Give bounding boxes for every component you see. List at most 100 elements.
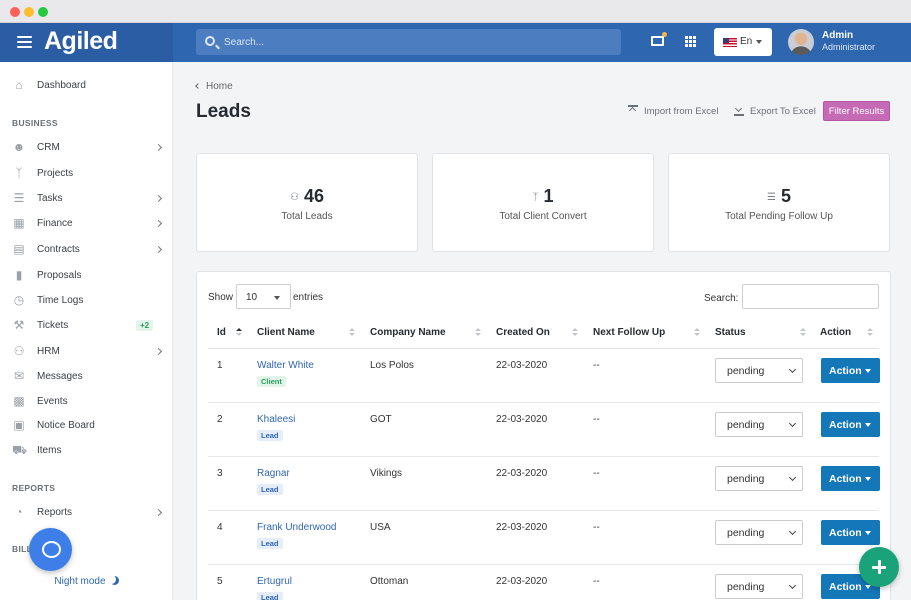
chevron-down-icon: [788, 365, 797, 374]
home-icon: ⌂: [15, 78, 23, 92]
breadcrumb-home[interactable]: Home: [206, 81, 233, 92]
status-select[interactable]: pending: [715, 412, 803, 437]
sidebar-item-tickets[interactable]: ⚒ Tickets +2: [0, 315, 173, 337]
pie-chart-icon: ◔: [15, 505, 23, 519]
apps-grid-icon[interactable]: [685, 36, 696, 47]
sidebar-item-proposals[interactable]: ▮ Proposals: [0, 265, 173, 287]
column-header-id[interactable]: Id: [217, 327, 226, 338]
status-badge: Lead: [257, 538, 283, 549]
status-select[interactable]: pending: [715, 358, 803, 383]
sort-icon[interactable]: [475, 328, 481, 337]
cell-company: USA: [370, 522, 391, 533]
menu-icon[interactable]: [17, 36, 32, 48]
action-label: Action: [829, 472, 862, 485]
header-divider: [208, 348, 879, 349]
column-header-next-follow-up[interactable]: Next Follow Up: [593, 327, 666, 338]
convert-icon: ᛉ: [532, 192, 539, 203]
entries-select[interactable]: 10: [236, 284, 291, 309]
cell-next-follow-up: --: [593, 360, 600, 371]
action-dropdown-button[interactable]: Action: [821, 520, 880, 545]
sidebar-item-reports[interactable]: ◔ Reports: [0, 502, 173, 524]
user-name[interactable]: Admin: [822, 30, 854, 41]
user-role: Administrator: [822, 42, 876, 52]
column-header-client-name[interactable]: Client Name: [257, 327, 315, 338]
client-name-link[interactable]: Frank Underwood: [257, 522, 337, 533]
sidebar-item-crm[interactable]: ☻ CRM: [0, 137, 173, 159]
sidebar-item-events[interactable]: ▩ Events: [0, 391, 173, 413]
close-window-button[interactable]: [10, 7, 20, 17]
sidebar-item-label: Tasks: [37, 193, 63, 204]
chevron-right-icon: [154, 219, 163, 228]
sort-icon[interactable]: [867, 328, 873, 337]
table-search-input[interactable]: [742, 284, 879, 309]
night-mode-toggle[interactable]: Night mode: [0, 576, 173, 592]
sidebar-item-tasks[interactable]: ☰ Tasks: [0, 188, 173, 210]
action-dropdown-button[interactable]: Action: [821, 466, 880, 491]
export-excel-button[interactable]: Export To Excel: [734, 105, 816, 119]
chat-support-button[interactable]: [29, 528, 72, 571]
client-name-link[interactable]: Ertugrul: [257, 576, 293, 587]
client-name-link[interactable]: Khaleesi: [257, 414, 296, 425]
maximize-window-button[interactable]: [38, 7, 48, 17]
sidebar-item-dashboard[interactable]: ⌂ Dashboard: [0, 75, 173, 97]
table-search-label: Search:: [704, 293, 739, 304]
page-title: Leads: [196, 101, 251, 122]
cart-icon: ⛟: [12, 443, 28, 457]
search-input[interactable]: [224, 29, 614, 55]
chevron-down-icon: [788, 473, 797, 482]
sort-icon[interactable]: [694, 328, 700, 337]
sidebar-item-hrm[interactable]: ⚇ HRM: [0, 341, 173, 363]
table-row: 1 Walter White Client Los Polos 22-03-20…: [208, 349, 880, 403]
sidebar-item-messages[interactable]: ✉ Messages: [0, 366, 173, 388]
status-value: pending: [727, 365, 765, 377]
language-selector[interactable]: En: [714, 28, 772, 56]
column-header-status[interactable]: Status: [715, 327, 746, 338]
action-dropdown-button[interactable]: Action: [821, 574, 880, 599]
minimize-window-button[interactable]: [24, 7, 34, 17]
status-select[interactable]: pending: [715, 574, 803, 599]
column-header-created-on[interactable]: Created On: [496, 327, 550, 338]
sidebar-item-notice-board[interactable]: ▣ Notice Board: [0, 415, 173, 437]
section-heading-reports: REPORTS: [12, 483, 56, 493]
status-select[interactable]: pending: [715, 466, 803, 491]
sidebar-item-items[interactable]: ⛟ Items: [0, 440, 173, 462]
sidebar-item-label: Messages: [37, 371, 83, 382]
sidebar-item-contracts[interactable]: ▤ Contracts: [0, 239, 173, 261]
logo[interactable]: Agiled: [44, 27, 118, 55]
breadcrumb[interactable]: Home: [195, 81, 233, 92]
section-heading-business: BUSINESS: [12, 118, 58, 128]
filter-results-button[interactable]: Filter Results: [823, 101, 890, 121]
avatar[interactable]: [788, 29, 814, 55]
upload-icon: [628, 105, 638, 115]
column-header-action[interactable]: Action: [820, 327, 852, 338]
sort-icon[interactable]: [800, 328, 806, 337]
sidebar-item-label: Projects: [37, 168, 74, 179]
sidebar-item-time-logs[interactable]: ◷ Time Logs: [0, 290, 173, 312]
sidebar-item-finance[interactable]: ▦ Finance: [0, 213, 173, 235]
entries-label: entries: [293, 292, 324, 303]
client-name-link[interactable]: Walter White: [257, 360, 314, 371]
add-new-button[interactable]: [859, 547, 899, 587]
brand-area: Agiled: [0, 23, 173, 62]
action-dropdown-button[interactable]: Action: [821, 412, 880, 437]
sidebar-item-projects[interactable]: ᛉ Projects: [0, 163, 173, 185]
column-header-company-name[interactable]: Company Name: [370, 327, 446, 338]
cell-next-follow-up: --: [593, 468, 600, 479]
chevron-left-icon: [195, 83, 201, 89]
import-excel-button[interactable]: Import from Excel: [628, 105, 718, 119]
status-select[interactable]: pending: [715, 520, 803, 545]
client-name-link[interactable]: Ragnar: [257, 468, 290, 479]
action-dropdown-button[interactable]: Action: [821, 358, 880, 383]
moon-icon: [110, 576, 119, 585]
global-search[interactable]: [196, 29, 621, 55]
sort-icon[interactable]: [349, 328, 355, 337]
wrench-icon: ⚒: [13, 318, 25, 332]
chevron-right-icon: [154, 245, 163, 254]
sort-icon[interactable]: [236, 328, 242, 337]
notification-icon[interactable]: [651, 32, 667, 46]
chevron-right-icon: [154, 508, 163, 517]
sort-icon[interactable]: [572, 328, 578, 337]
caret-down-icon: [865, 531, 871, 535]
chevron-down-icon: [756, 40, 762, 44]
